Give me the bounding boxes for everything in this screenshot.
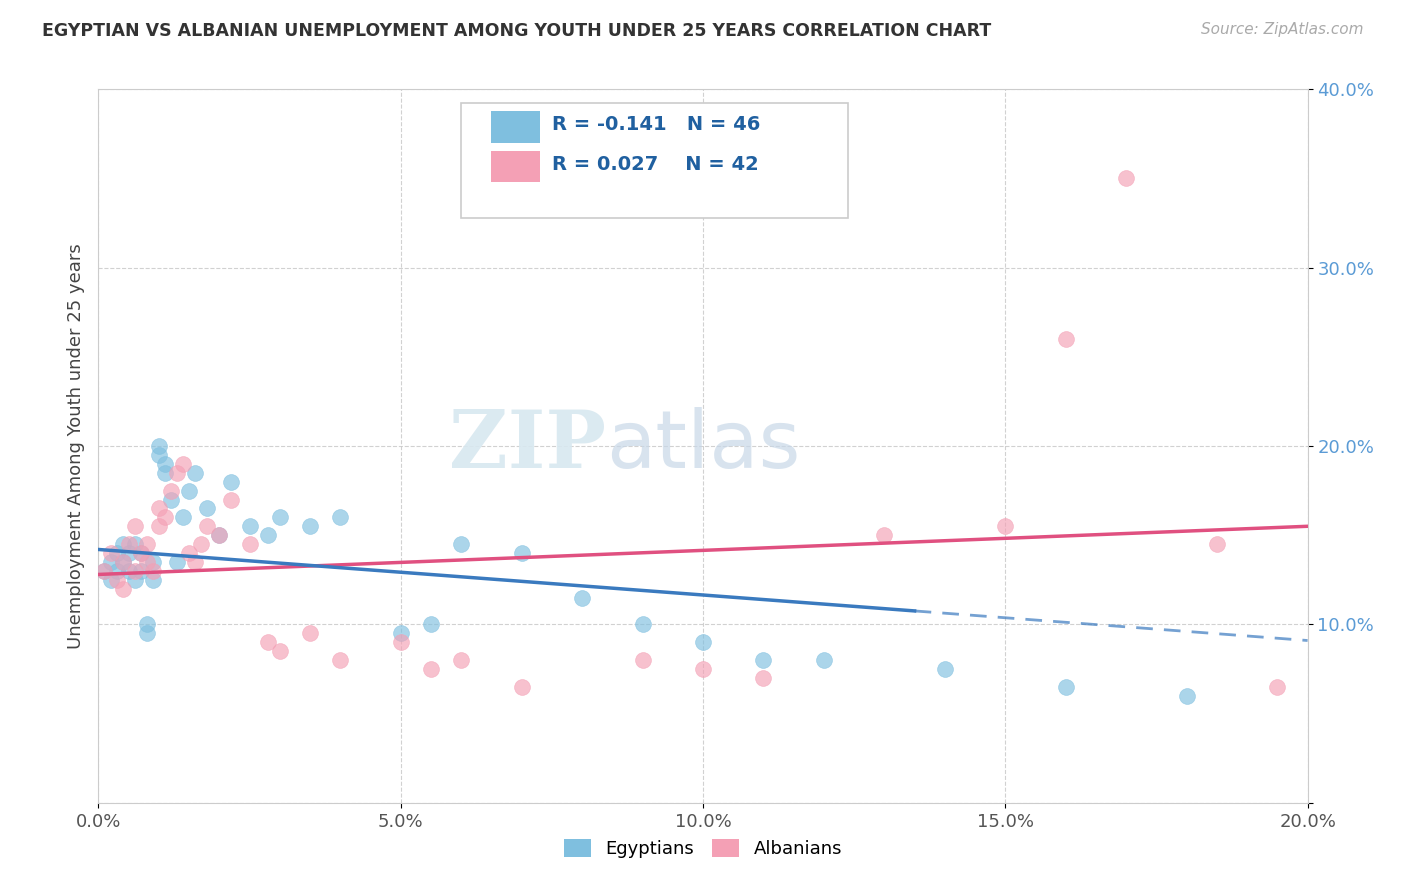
- Point: [994, 519, 1017, 533]
- Point: [239, 519, 262, 533]
- Text: Source: ZipAtlas.com: Source: ZipAtlas.com: [1201, 22, 1364, 37]
- Point: [111, 537, 134, 551]
- Point: [195, 501, 218, 516]
- Point: [118, 537, 141, 551]
- Point: [179, 483, 201, 498]
- Point: [389, 635, 412, 649]
- Point: [256, 635, 278, 649]
- Point: [148, 439, 170, 453]
- Point: [752, 671, 775, 685]
- Text: R = 0.027    N = 42: R = 0.027 N = 42: [551, 154, 759, 174]
- Point: [221, 492, 243, 507]
- Point: [221, 475, 243, 489]
- Point: [510, 546, 533, 560]
- Point: [208, 528, 231, 542]
- Point: [105, 564, 128, 578]
- Point: [329, 653, 352, 667]
- Point: [692, 635, 714, 649]
- Point: [160, 492, 183, 507]
- Point: [184, 555, 207, 569]
- Legend: Egyptians, Albanians: Egyptians, Albanians: [557, 831, 849, 865]
- Point: [142, 564, 165, 578]
- Point: [1267, 680, 1289, 694]
- Point: [269, 644, 291, 658]
- Point: [420, 617, 443, 632]
- Point: [631, 617, 654, 632]
- Point: [873, 528, 896, 542]
- Point: [142, 555, 165, 569]
- Y-axis label: Unemployment Among Youth under 25 years: Unemployment Among Youth under 25 years: [66, 244, 84, 648]
- Point: [450, 537, 472, 551]
- Point: [148, 501, 170, 516]
- Point: [148, 448, 170, 462]
- Point: [1054, 332, 1077, 346]
- Point: [184, 466, 207, 480]
- Point: [329, 510, 352, 524]
- Point: [160, 483, 183, 498]
- Point: [124, 519, 146, 533]
- Text: R = -0.141   N = 46: R = -0.141 N = 46: [551, 115, 761, 135]
- Point: [118, 564, 141, 578]
- Text: ZIP: ZIP: [450, 407, 606, 485]
- Point: [135, 626, 157, 640]
- Point: [135, 537, 157, 551]
- Point: [299, 626, 322, 640]
- Point: [934, 662, 956, 676]
- Point: [111, 555, 134, 569]
- Point: [153, 510, 176, 524]
- Point: [100, 555, 122, 569]
- Point: [450, 653, 472, 667]
- Point: [239, 537, 262, 551]
- Point: [190, 537, 212, 551]
- Point: [118, 546, 141, 560]
- Point: [571, 591, 593, 605]
- Point: [208, 528, 231, 542]
- Point: [124, 564, 146, 578]
- FancyBboxPatch shape: [492, 151, 540, 182]
- Point: [129, 546, 152, 560]
- Point: [124, 537, 146, 551]
- Point: [179, 546, 201, 560]
- Point: [105, 573, 128, 587]
- Point: [100, 573, 122, 587]
- Point: [1115, 171, 1137, 186]
- Point: [299, 519, 322, 533]
- Point: [124, 573, 146, 587]
- Point: [389, 626, 412, 640]
- Point: [1175, 689, 1198, 703]
- Point: [256, 528, 278, 542]
- Point: [813, 653, 835, 667]
- Point: [153, 457, 176, 471]
- Point: [142, 573, 165, 587]
- Point: [692, 662, 714, 676]
- Point: [148, 519, 170, 533]
- Point: [153, 466, 176, 480]
- Point: [135, 617, 157, 632]
- Point: [93, 564, 115, 578]
- Point: [166, 466, 188, 480]
- Point: [93, 564, 115, 578]
- Text: atlas: atlas: [606, 407, 800, 485]
- Point: [166, 555, 188, 569]
- Point: [631, 653, 654, 667]
- Point: [172, 457, 194, 471]
- Text: EGYPTIAN VS ALBANIAN UNEMPLOYMENT AMONG YOUTH UNDER 25 YEARS CORRELATION CHART: EGYPTIAN VS ALBANIAN UNEMPLOYMENT AMONG …: [42, 22, 991, 40]
- Point: [420, 662, 443, 676]
- Point: [1206, 537, 1229, 551]
- Point: [129, 546, 152, 560]
- Point: [752, 653, 775, 667]
- Point: [100, 546, 122, 560]
- Point: [105, 546, 128, 560]
- Point: [135, 555, 157, 569]
- Point: [111, 555, 134, 569]
- Point: [129, 564, 152, 578]
- Point: [195, 519, 218, 533]
- Point: [510, 680, 533, 694]
- Point: [111, 582, 134, 596]
- Point: [172, 510, 194, 524]
- FancyBboxPatch shape: [461, 103, 848, 218]
- FancyBboxPatch shape: [492, 112, 540, 143]
- Point: [269, 510, 291, 524]
- Point: [1054, 680, 1077, 694]
